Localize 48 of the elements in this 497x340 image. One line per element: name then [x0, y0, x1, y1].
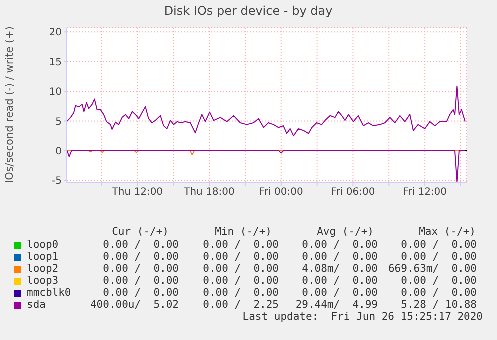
- x-tick-label: Thu 18:00: [183, 187, 235, 198]
- y-tick-label: -5: [52, 176, 62, 188]
- text: Max (-/+): [419, 226, 476, 238]
- text: 0.00 / 0.00: [302, 251, 378, 263]
- text: 669.63m/ 0.00: [388, 263, 477, 275]
- text: 0.00 / 0.00: [103, 287, 179, 299]
- x-tick-label: Fri 00:00: [259, 187, 304, 198]
- legend-label: loop0: [27, 239, 59, 251]
- chart-title: Disk IOs per device - by day: [163, 4, 334, 18]
- text: 0.00 / 0.00: [401, 251, 477, 263]
- y-tick-label: 15: [49, 57, 62, 68]
- text: 0.00 / 0.00: [401, 239, 477, 251]
- x-tick-label: Fri 06:00: [331, 187, 376, 198]
- text: 0.00 / 0.00: [401, 275, 477, 287]
- legend-label: sda: [27, 299, 46, 311]
- y-tick-label: 20: [49, 28, 62, 39]
- text: 4.08m/ 0.00: [302, 263, 378, 275]
- legend-label: loop3: [27, 275, 59, 287]
- y-tick-label: 5: [56, 116, 62, 128]
- text: Last update: Fri Jun 26 15:25:17 2020: [242, 311, 483, 323]
- legend-label: loop1: [27, 251, 59, 263]
- text: 0.00 / 0.00: [203, 275, 279, 287]
- x-tick-label: Fri 12:00: [403, 187, 448, 198]
- y-axis-title: IOs/second read (-) / write (+): [4, 26, 16, 184]
- text: 0.00 / 0.00: [103, 275, 179, 287]
- text: 0.00 / 0.00: [302, 239, 378, 251]
- text: 400.00u/ 5.02: [90, 299, 179, 311]
- text: 0.00 / 0.00: [103, 251, 179, 263]
- text: 0.00 / 0.00: [302, 275, 378, 287]
- text: 0.00 / 0.00: [203, 263, 279, 275]
- text: Cur (-/+): [112, 226, 169, 238]
- x-tick-label: Thu 12:00: [111, 187, 164, 198]
- text: 29.44m/ 4.99: [296, 299, 378, 311]
- text: 5.28 / 10.88: [401, 299, 477, 311]
- text: 0.00 / 2.25: [203, 299, 279, 311]
- text: 0.00 / 0.00: [302, 287, 378, 299]
- text: 0.00 / 0.00: [103, 239, 179, 251]
- text: 0.00 / 0.00: [203, 251, 279, 263]
- text: 0.00 / 0.00: [203, 287, 279, 299]
- text: 0.00 / 0.00: [103, 263, 179, 275]
- y-tick-label: 0: [56, 146, 62, 158]
- legend-label: mmcblk0: [27, 287, 72, 299]
- text: 0.00 / 0.00: [203, 239, 279, 251]
- text: 0.00 / 0.00: [401, 287, 477, 299]
- text: Min (-/+): [215, 226, 272, 238]
- text: Avg (-/+): [317, 226, 374, 238]
- y-tick-label: 10: [49, 87, 62, 98]
- legend-label: loop2: [27, 263, 59, 275]
